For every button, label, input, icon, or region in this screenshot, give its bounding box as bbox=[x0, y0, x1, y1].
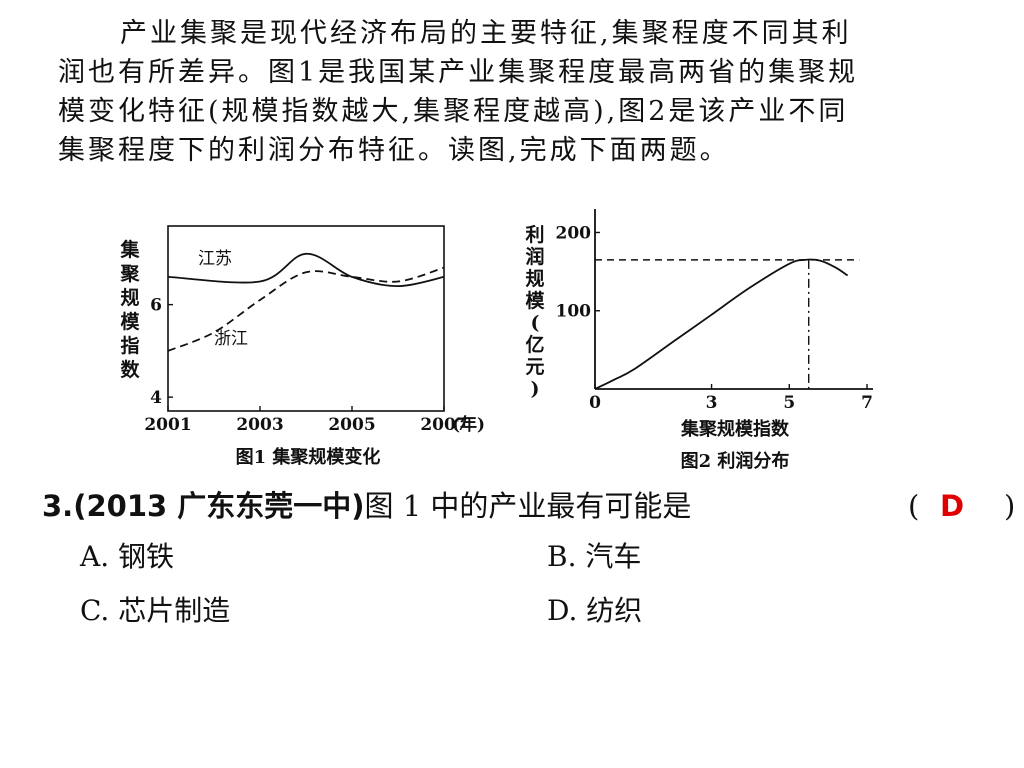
figure-2-caption: 图2 利润分布 bbox=[681, 450, 790, 472]
figure-1-ylabel-char: 集 bbox=[119, 238, 140, 261]
answer-paren-left: ( bbox=[908, 489, 920, 523]
option-a[interactable]: A. 钢铁 bbox=[80, 540, 175, 573]
figure-2-x-tick-label: 0 bbox=[589, 393, 601, 413]
figure-1-ylabel-char: 聚 bbox=[119, 263, 140, 285]
question-number: 3. bbox=[42, 489, 74, 523]
profit-curve bbox=[594, 258, 849, 390]
figure-2-x-tick-label: 3 bbox=[706, 393, 718, 413]
option-b[interactable]: B. 汽车 bbox=[547, 540, 642, 573]
figure-1-xunit: (年) bbox=[452, 414, 485, 435]
series-label-zhejiang: 浙江 bbox=[214, 329, 248, 349]
figure-2-xlabel: 集聚规模指数 bbox=[680, 418, 790, 440]
question-stem: 图 1 中的产业最有可能是 bbox=[364, 489, 692, 523]
answer-letter: D bbox=[940, 489, 965, 523]
figure-2-ylabel-char: 利 bbox=[525, 224, 544, 246]
figure-1-x-tick-label: 2005 bbox=[328, 415, 375, 435]
passage-line-4: 集聚程度下的利润分布特征。读图,完成下面两题。 bbox=[58, 135, 730, 166]
figure-2-ylabel-char: 元 bbox=[525, 356, 544, 378]
figure-1-x-tick-label: 2003 bbox=[236, 415, 283, 435]
figure-1-ylabel-char: 指 bbox=[120, 335, 139, 357]
figure-2-ticks: 0 3 5 7 100 200 bbox=[556, 223, 873, 413]
figure-1-x-tick-label: 2001 bbox=[144, 415, 191, 435]
series-label-jiangsu: 江苏 bbox=[198, 249, 232, 269]
figure-2-y-tick-label: 200 bbox=[556, 223, 592, 243]
passage-line-3: 模变化特征(规模指数越大,集聚程度越高),图2是该产业不同 bbox=[58, 96, 849, 127]
figure-2-y-tick-label: 100 bbox=[556, 302, 592, 322]
figure-2-x-tick-label: 7 bbox=[861, 393, 873, 413]
passage-line-1: 产业集聚是现代经济布局的主要特征,集聚程度不同其利 bbox=[120, 18, 852, 49]
figure-2-ylabel-char: 规 bbox=[525, 267, 544, 290]
figure-1-ylabel-char: 规 bbox=[120, 286, 139, 309]
figure-2-ylabel-char: ( bbox=[531, 312, 540, 334]
figure-1-y-tick-label: 4 bbox=[150, 388, 162, 408]
figure-1-x-tick-label: 2007 bbox=[420, 415, 467, 435]
figure-2-x-tick-label: 5 bbox=[783, 393, 795, 413]
figure-1-ylabel-char: 模 bbox=[120, 310, 140, 333]
option-c[interactable]: C. 芯片制造 bbox=[80, 594, 231, 627]
figure-2-ylabel-char: ) bbox=[531, 378, 540, 400]
series-line-zhejiang bbox=[167, 266, 445, 352]
figure-2-ylabel-char: 润 bbox=[525, 245, 544, 268]
answer-paren-right: ) bbox=[1004, 489, 1016, 523]
question-3: 3.(2013 广东东莞一中)图 1 中的产业最有可能是 ( D ) bbox=[42, 484, 1022, 528]
figure-1-ylabel: 集聚规模指数 bbox=[119, 238, 140, 381]
figure-1-chart: 集聚规模指数 2001 2003 2005 2007 4 6 江苏 浙江 (年) 图1 集… bbox=[119, 225, 485, 468]
passage-line-2: 润也有所差异。图1是我国某产业集聚程度最高两省的集聚规 bbox=[58, 57, 859, 88]
passage: 产业集聚是现代经济布局的主要特征,集聚程度不同其利 润也有所差异。图1是我国某产… bbox=[58, 14, 948, 170]
series-line-jiangsu bbox=[167, 252, 445, 288]
figure-1-caption: 图1 集聚规模变化 bbox=[236, 446, 381, 468]
figure-2-ylabel-char: 亿 bbox=[525, 333, 544, 356]
option-d[interactable]: D. 纺织 bbox=[547, 594, 643, 627]
question-source: (2013 广东东莞一中) bbox=[73, 489, 365, 523]
figure-1-ticks: 2001 2003 2005 2007 4 6 bbox=[144, 296, 467, 435]
figure-1-y-tick-label: 6 bbox=[150, 296, 162, 316]
figure-1-frame bbox=[167, 225, 445, 412]
figure-1-ylabel-char: 数 bbox=[120, 358, 140, 381]
figure-2-ylabel-char: 模 bbox=[525, 289, 545, 312]
